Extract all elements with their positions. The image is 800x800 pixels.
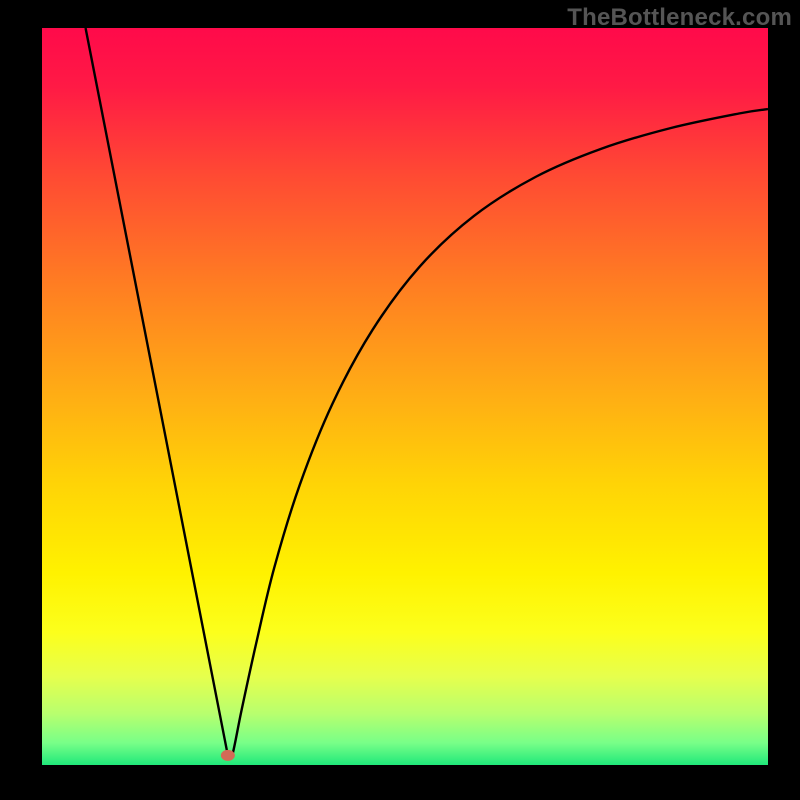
plot-background	[42, 28, 768, 765]
chart-container: TheBottleneck.com	[0, 0, 800, 800]
watermark-text: TheBottleneck.com	[567, 4, 792, 32]
minimum-marker	[221, 750, 235, 761]
bottleneck-chart	[0, 0, 800, 800]
